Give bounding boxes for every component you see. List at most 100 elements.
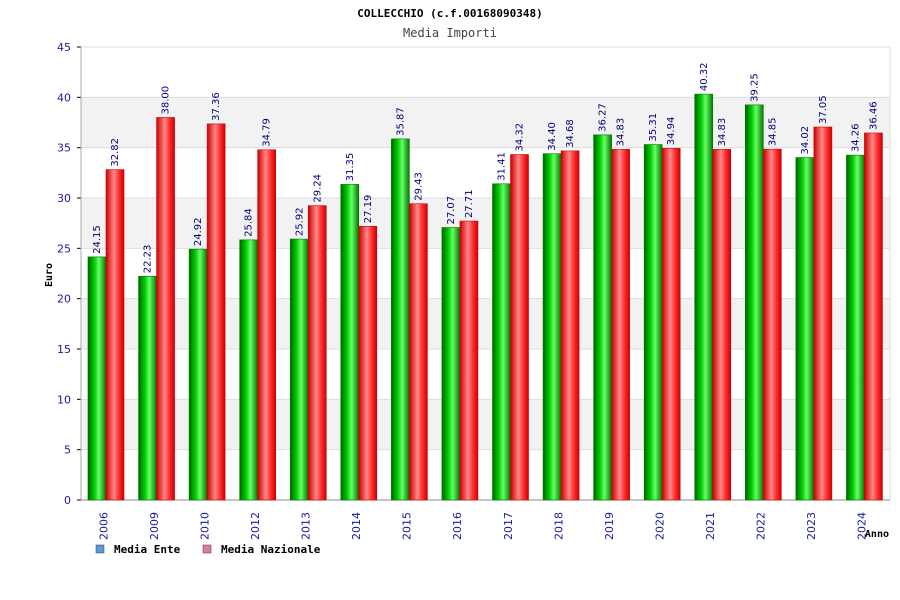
x-tick-label: 2010 [198,512,211,540]
data-label: 31.41 [497,152,508,181]
bar-media-nazionale-2006 [105,169,125,501]
y-axis-label: Euro [44,263,55,287]
data-label: 34.02 [800,126,811,155]
bar-media-nazionale-2023 [813,126,833,501]
x-tick-label: 2015 [401,512,414,540]
data-label: 35.31 [648,113,659,142]
bar-media-nazionale-2018 [560,150,580,501]
data-label: 32.82 [110,138,121,167]
legend-label-media-nazionale: Media Nazionale [221,543,321,556]
legend: Media Ente Media Nazionale [95,543,321,556]
data-label: 25.84 [244,208,255,237]
data-label: 24.15 [92,225,103,254]
x-tick-label: 2023 [805,512,818,540]
data-labels: 24.15 32.82 22.23 38.00 24.92 37.36 25.84 34.79… [92,62,879,273]
y-tick-label: 25 [57,242,71,255]
bar-media-ente-2022 [745,104,764,501]
bars [87,93,883,501]
data-label: 34.26 [850,123,861,152]
data-label: 38.00 [161,86,172,115]
chart-subtitle: Media Importi [403,26,497,40]
bar-media-nazionale-2020 [661,147,681,501]
bar-media-ente-2024 [846,154,865,501]
x-tick-label: 2014 [350,512,363,540]
data-label: 24.92 [193,217,204,246]
bar-media-nazionale-2014 [358,225,378,501]
y-tick-label: 30 [57,192,71,205]
y-tick-label: 40 [57,91,71,104]
data-label: 34.83 [616,118,627,147]
data-label: 34.94 [666,117,677,146]
x-tick-label: 2021 [704,512,717,540]
x-tick-label: 2013 [300,512,313,540]
y-tick-label: 0 [64,494,71,507]
bar-media-nazionale-2009 [156,117,175,501]
bar-media-ente-2006 [87,256,107,501]
grid-band [81,47,890,98]
bar-media-nazionale-2013 [307,205,327,501]
data-label: 27.07 [446,196,457,225]
data-label: 34.85 [767,118,778,147]
bar-media-nazionale-2016 [459,220,479,501]
bar-media-ente-2023 [795,157,815,501]
y-tick-label: 15 [57,343,71,356]
data-label: 39.25 [749,73,760,102]
data-label: 36.27 [598,103,609,132]
bar-media-nazionale-2021 [712,149,732,501]
x-tick-label: 2017 [502,512,515,540]
data-label: 31.35 [345,153,356,182]
x-tick-label: 2006 [97,512,110,540]
data-label: 35.87 [395,107,406,136]
data-label: 27.19 [363,195,374,224]
bar-media-nazionale-2017 [510,154,529,501]
y-axis-ticks: 0 5 10 15 20 25 30 35 40 45 [57,41,71,507]
legend-swatch-media-ente [95,544,105,554]
bar-media-ente-2009 [138,275,157,501]
y-tick-label: 20 [57,293,71,306]
bar-media-nazionale-2015 [409,203,428,501]
bar-media-nazionale-2022 [763,148,782,501]
bar-media-nazionale-2010 [206,123,226,501]
data-label: 34.32 [515,123,526,152]
bar-media-ente-2014 [340,184,360,501]
data-label: 34.79 [262,118,273,147]
data-label: 34.68 [565,119,576,148]
bar-media-ente-2012 [239,239,258,501]
bar-media-nazionale-2012 [257,149,276,501]
bar-media-nazionale-2019 [611,149,630,501]
data-label: 29.24 [312,174,323,203]
bar-media-ente-2019 [593,134,612,501]
y-tick-label: 5 [64,444,71,457]
y-tick-label: 10 [57,393,71,406]
x-tick-label: 2020 [653,512,666,540]
x-tick-label: 2012 [249,512,262,540]
x-tick-label: 2018 [552,512,565,540]
data-label: 34.83 [717,118,728,147]
bar-media-ente-2021 [694,93,714,501]
bar-media-ente-2010 [188,248,208,501]
data-label: 40.32 [699,62,710,91]
x-axis-ticks: 2006 2009 2010 2012 2013 2014 2015 2016 2017 2018… [97,512,868,540]
data-label: 25.92 [294,207,305,236]
data-label: 37.05 [818,95,829,124]
data-label: 36.46 [868,101,879,130]
bar-media-ente-2020 [643,144,663,501]
bar-media-ente-2016 [441,227,461,501]
legend-label-media-ente: Media Ente [114,543,181,556]
x-tick-label: 2024 [856,512,869,540]
x-axis-label: Anno [865,529,889,540]
x-tick-label: 2022 [755,512,768,540]
data-label: 29.43 [413,172,424,201]
chart-title: COLLECCHIO (c.f.00168090348) [357,7,542,20]
y-tick-label: 35 [57,142,71,155]
bar-media-ente-2017 [492,183,511,501]
data-label: 27.71 [464,189,475,218]
bar-media-ente-2013 [289,238,309,501]
y-tick-label: 45 [57,41,71,54]
data-label: 22.23 [143,245,154,274]
bar-media-nazionale-2024 [864,132,883,501]
x-tick-label: 2019 [603,512,616,540]
x-tick-label: 2016 [451,512,464,540]
bar-media-ente-2018 [542,153,562,501]
